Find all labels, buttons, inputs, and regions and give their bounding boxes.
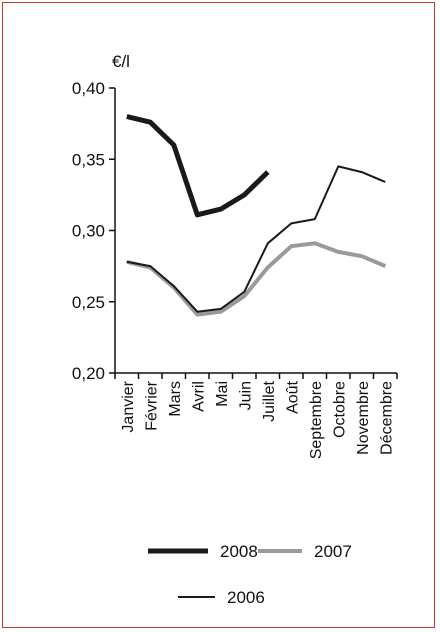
x-category-label: Juillet: [261, 380, 278, 421]
series-line-2008: [126, 114, 270, 218]
x-category-label: Février: [143, 380, 160, 430]
x-category-label: Mai: [214, 381, 231, 407]
y-tick-label: 0,25: [72, 293, 105, 312]
x-category-label: Juin: [237, 381, 254, 410]
x-category-label: Mars: [167, 381, 184, 417]
y-tick-label: 0,30: [72, 222, 105, 241]
x-category-label: Avril: [190, 381, 207, 412]
legend: 2008 2007 2006: [148, 542, 352, 607]
chart-frame: [2, 2, 435, 628]
series-lines: [126, 114, 387, 317]
y-tick-label: 0,40: [72, 79, 105, 98]
y-axis-unit: €/l: [112, 52, 130, 71]
y-tick-label: 0,35: [72, 150, 105, 169]
x-category-label: Octobre: [331, 381, 348, 438]
y-tick-label: 0,20: [72, 364, 105, 383]
x-category-label: Janvier: [120, 380, 137, 432]
series-line-2007: [126, 241, 387, 317]
legend-label-2006: 2006: [227, 588, 265, 607]
series-line-2006: [126, 165, 386, 313]
x-category-label: Août: [284, 380, 301, 413]
x-axis-ticks: Janvier Février Mars Avril Mai Juin Juillet Aoû…: [114, 373, 398, 459]
y-axis-ticks: 0,40 0,35 0,30 0,25 0,20: [72, 79, 115, 383]
x-category-label: Décembre: [378, 381, 395, 455]
x-category-label: Septembre: [308, 381, 325, 459]
x-category-label: Novembre: [355, 381, 372, 455]
legend-label-2007: 2007: [314, 542, 352, 561]
legend-label-2008: 2008: [220, 542, 258, 561]
